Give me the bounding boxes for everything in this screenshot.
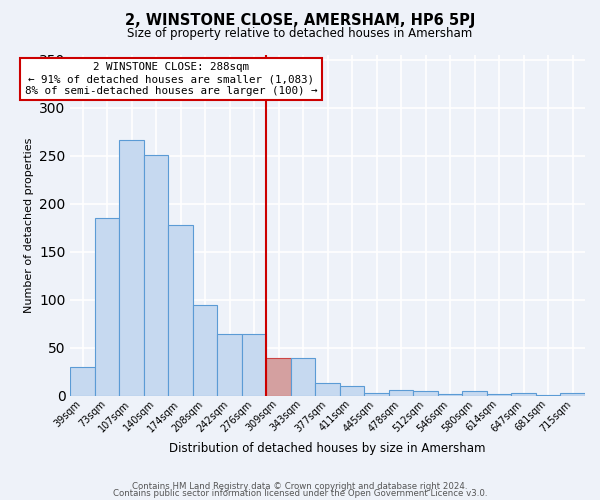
Bar [144,155,169,396]
Bar [340,386,364,396]
Text: Contains HM Land Registry data © Crown copyright and database right 2024.: Contains HM Land Registry data © Crown c… [132,482,468,491]
Bar [316,382,340,396]
Bar [511,393,536,396]
Bar [169,225,193,396]
Bar [560,393,585,396]
Bar [438,394,463,396]
Text: 2 WINSTONE CLOSE: 288sqm
← 91% of detached houses are smaller (1,083)
8% of semi: 2 WINSTONE CLOSE: 288sqm ← 91% of detach… [25,62,317,96]
Bar [291,358,316,396]
Text: Size of property relative to detached houses in Amersham: Size of property relative to detached ho… [127,28,473,40]
Bar [389,390,413,396]
Bar [242,334,266,396]
Bar [364,393,389,396]
Text: Contains public sector information licensed under the Open Government Licence v3: Contains public sector information licen… [113,489,487,498]
Bar [217,334,242,396]
X-axis label: Distribution of detached houses by size in Amersham: Distribution of detached houses by size … [169,442,486,455]
Bar [463,391,487,396]
Bar [95,218,119,396]
Bar [487,394,511,396]
Bar [413,391,438,396]
Bar [70,367,95,396]
Text: 2, WINSTONE CLOSE, AMERSHAM, HP6 5PJ: 2, WINSTONE CLOSE, AMERSHAM, HP6 5PJ [125,12,475,28]
Y-axis label: Number of detached properties: Number of detached properties [23,138,34,313]
Bar [119,140,144,396]
Bar [193,304,217,396]
Bar [266,358,291,396]
Bar [536,395,560,396]
